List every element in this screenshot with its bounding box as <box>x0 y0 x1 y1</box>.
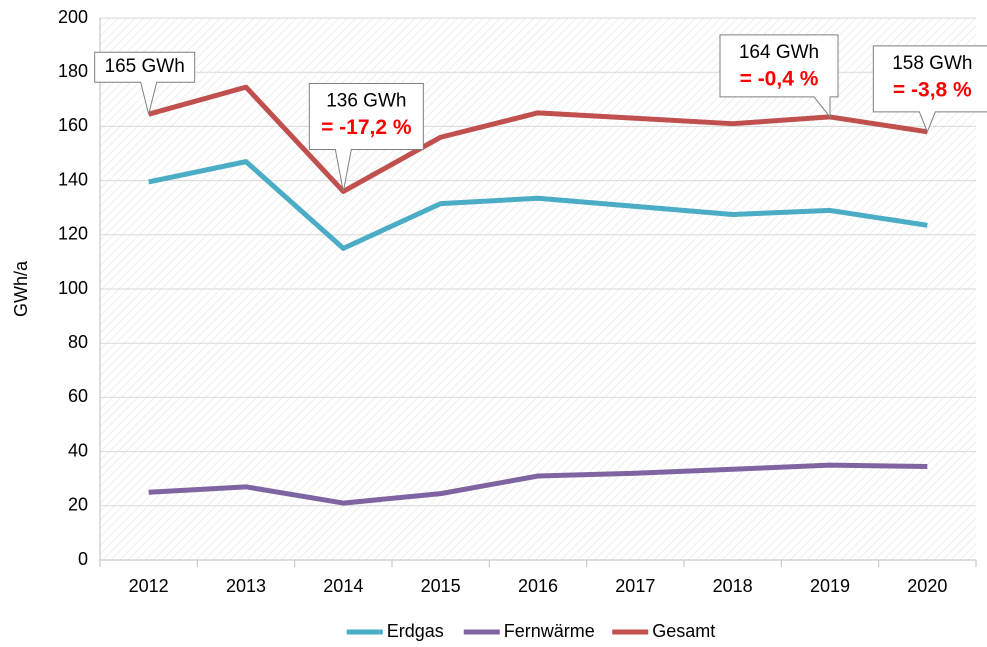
y-tick-label: 80 <box>68 332 88 352</box>
legend-label: Fernwärme <box>504 621 595 641</box>
callout-box <box>94 51 196 115</box>
x-tick-label: 2017 <box>615 576 655 596</box>
y-tick-label: 160 <box>58 115 88 135</box>
callout-box <box>308 82 424 192</box>
x-tick-label: 2020 <box>907 576 947 596</box>
y-axis-label: GWh/a <box>11 260 31 317</box>
series-line <box>148 159 928 251</box>
y-tick-label: 60 <box>68 386 88 406</box>
annotation-change: = -17,2 % <box>321 116 412 139</box>
y-tick-label: 40 <box>68 440 88 460</box>
legend-label: Gesamt <box>652 621 715 641</box>
annotation-text: 136 GWh <box>326 90 406 111</box>
callout-box <box>872 45 987 134</box>
annotation-text: 158 GWh <box>892 53 972 74</box>
x-tick-label: 2016 <box>518 576 558 596</box>
series-line <box>147 84 928 194</box>
annotation-change: = -0,4 % <box>740 67 819 90</box>
annotation-text: 164 GWh <box>739 42 819 63</box>
x-tick-label: 2012 <box>129 576 169 596</box>
x-tick-label: 2018 <box>713 576 753 596</box>
y-tick-label: 20 <box>68 495 88 515</box>
legend-label: Erdgas <box>387 621 444 641</box>
callout-box <box>719 34 839 119</box>
series-line <box>148 462 928 506</box>
y-tick-label: 120 <box>58 224 88 244</box>
y-tick-label: 140 <box>58 169 88 189</box>
annotation-change: = -3,8 % <box>893 78 972 101</box>
x-tick-label: 2014 <box>323 576 363 596</box>
y-tick-label: 100 <box>58 278 88 298</box>
x-tick-label: 2015 <box>421 576 461 596</box>
x-tick-label: 2013 <box>226 576 266 596</box>
y-tick-label: 0 <box>78 549 88 569</box>
y-tick-label: 200 <box>58 7 88 27</box>
y-tick-label: 180 <box>58 61 88 81</box>
x-tick-label: 2019 <box>810 576 850 596</box>
annotation-text: 165 GWh <box>105 56 185 77</box>
